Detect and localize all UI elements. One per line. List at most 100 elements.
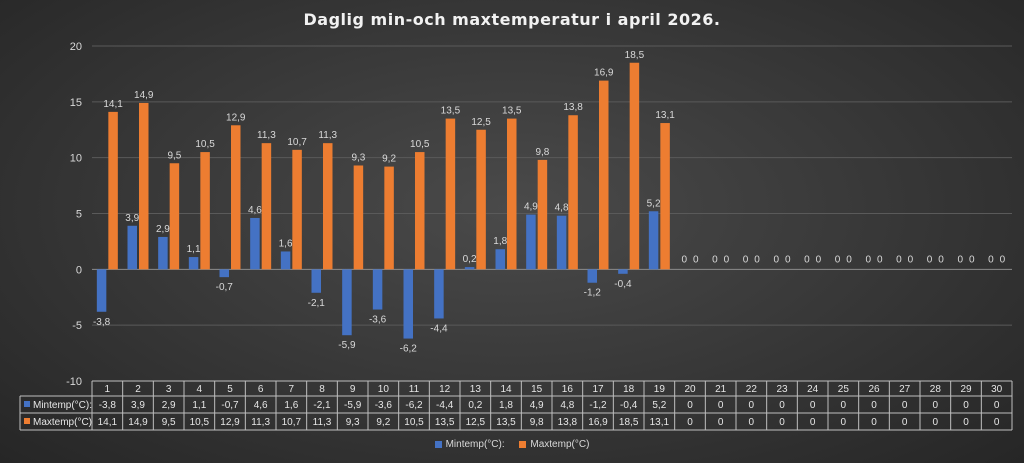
data-label: 0: [743, 254, 749, 265]
y-tick-label: 0: [76, 264, 82, 276]
table-cell: 18,5: [619, 417, 639, 428]
bar-min: [219, 269, 229, 278]
table-cell: 9,5: [162, 417, 176, 428]
bar-max: [537, 159, 548, 270]
x-tick-label: 10: [378, 384, 390, 395]
table-cell: 1,8: [499, 400, 513, 411]
legend-swatch-max: [519, 441, 527, 448]
table-cell: 1,1: [192, 400, 206, 411]
data-label: 0: [927, 254, 933, 265]
y-tick-label: 20: [70, 41, 82, 53]
table-row-label: Mintemp(°C):: [33, 400, 92, 411]
x-tick-label: 14: [500, 384, 512, 395]
x-tick-label: 2: [135, 384, 141, 395]
table-cell: 0: [718, 400, 724, 411]
bar-min: [526, 214, 536, 270]
data-label: 4,8: [555, 203, 569, 214]
bar-min: [587, 269, 597, 283]
table-cell: 0: [779, 417, 785, 428]
data-label: 0: [846, 254, 852, 265]
data-label: 0: [712, 254, 718, 265]
table-legend-key: [24, 401, 30, 407]
data-label: 0: [816, 254, 822, 265]
table-cell: 16,9: [588, 417, 608, 428]
x-tick-label: 7: [289, 384, 295, 395]
y-tick-label: -10: [66, 376, 82, 388]
bar-min: [464, 267, 475, 270]
chart-legend: Mintemp(°C): Maxtemp(°C): [0, 439, 1024, 451]
table-cell: 9,3: [346, 417, 360, 428]
table-cell: 3,9: [131, 400, 145, 411]
data-label: 0: [754, 254, 760, 265]
bar-max: [200, 152, 210, 270]
table-cell: 9,8: [530, 417, 544, 428]
bar-max: [353, 165, 364, 270]
data-label: 1,1: [187, 244, 201, 255]
x-tick-label: 22: [746, 384, 758, 395]
table-cell: 0: [810, 417, 816, 428]
data-label: 13,8: [563, 102, 583, 113]
data-label: 5,2: [647, 198, 661, 209]
x-tick-label: 27: [899, 384, 911, 395]
bar-min: [250, 217, 260, 270]
data-label: 12,9: [226, 112, 246, 123]
table-cell: 13,1: [650, 417, 670, 428]
data-label: -0,4: [614, 279, 632, 290]
table-cell: 2,9: [162, 400, 176, 411]
table-cell: -0,7: [221, 400, 239, 411]
table-cell: -2,1: [313, 400, 331, 411]
table-cell: 0: [687, 400, 693, 411]
bar-min: [188, 257, 199, 270]
data-label: 10,7: [287, 137, 307, 148]
bar-min: [280, 251, 291, 270]
table-cell: 0: [933, 417, 939, 428]
data-label: 0: [896, 254, 902, 265]
x-tick-label: 16: [562, 384, 574, 395]
table-cell: 13,5: [496, 417, 516, 428]
bar-max: [384, 166, 394, 270]
table-cell: -4,4: [436, 400, 454, 411]
data-label: 3,9: [125, 213, 139, 224]
table-cell: 0: [749, 417, 755, 428]
bar-min: [158, 236, 168, 270]
table-cell: 12,5: [466, 417, 486, 428]
x-tick-label: 9: [350, 384, 356, 395]
table-cell: 0: [963, 417, 969, 428]
x-tick-label: 12: [439, 384, 451, 395]
table-cell: 0: [779, 400, 785, 411]
data-label: 9,5: [167, 150, 181, 161]
y-tick-label: -5: [72, 320, 82, 332]
x-tick-label: 25: [838, 384, 850, 395]
x-tick-label: 1: [105, 384, 111, 395]
data-label: 12,5: [471, 117, 491, 128]
data-label: 13,5: [441, 106, 461, 117]
data-label: -0,7: [216, 282, 234, 293]
bar-max: [629, 62, 640, 270]
bar-min: [127, 225, 137, 270]
table-cell: 0: [902, 400, 908, 411]
data-label: 0: [938, 254, 944, 265]
bar-max: [415, 152, 425, 270]
table-cell: 9,2: [376, 417, 390, 428]
table-cell: -5,9: [344, 400, 362, 411]
table-cell: 1,6: [284, 400, 298, 411]
y-tick-label: 10: [70, 153, 82, 165]
data-label: 18,5: [625, 50, 645, 61]
x-tick-label: 19: [654, 384, 666, 395]
legend-swatch-min: [434, 441, 442, 448]
x-tick-label: 24: [807, 384, 819, 395]
table-cell: 11,3: [251, 417, 270, 428]
x-tick-label: 23: [776, 384, 788, 395]
bar-max: [139, 102, 149, 270]
legend-label-max: Maxtemp(°C): [530, 439, 590, 450]
bar-max: [568, 115, 578, 270]
data-label: 0: [785, 254, 791, 265]
data-label: 4,6: [248, 205, 262, 216]
table-cell: 13,5: [435, 417, 455, 428]
table-cell: 0: [902, 417, 908, 428]
x-tick-label: 13: [470, 384, 482, 395]
table-cell: 10,5: [404, 417, 424, 428]
data-label: 0: [835, 254, 841, 265]
x-tick-label: 17: [592, 384, 604, 395]
data-label: -3,8: [93, 317, 111, 328]
